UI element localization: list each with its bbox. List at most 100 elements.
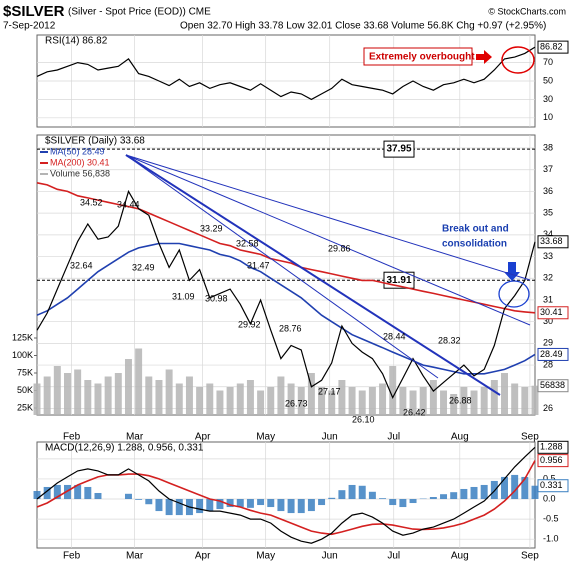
- series-line: [36, 446, 536, 544]
- x-tick-label: Feb: [63, 551, 81, 562]
- value-tag: 30.41: [540, 307, 563, 317]
- bar: [318, 387, 326, 415]
- bar: [135, 348, 143, 415]
- price-label: 34.52: [80, 197, 103, 207]
- series-line: [36, 182, 536, 314]
- bar: [490, 480, 498, 500]
- annotation: Break out and: [442, 224, 509, 235]
- bar: [94, 383, 102, 415]
- panel-title: $SILVER (Daily) 33.68: [45, 136, 145, 147]
- bar: [470, 390, 478, 415]
- y-tick-label: 34: [543, 229, 553, 239]
- bar: [53, 366, 61, 415]
- bar: [399, 499, 407, 508]
- x-tick-label: May: [256, 551, 275, 562]
- price-label: 32.49: [132, 262, 155, 272]
- x-tick-label: Jul: [387, 551, 400, 562]
- y-tick-label: -1.0: [543, 534, 559, 544]
- date: 7-Sep-2012: [3, 21, 56, 32]
- y-tick-label: 31: [543, 294, 553, 304]
- panel-title: RSI(14) 86.82: [45, 36, 108, 47]
- price-label: 32.58: [236, 238, 259, 248]
- level-box: [383, 140, 415, 158]
- x-tick-label: Mar: [126, 551, 144, 562]
- bar: [440, 494, 448, 500]
- bar: [460, 387, 468, 415]
- value-tag: 33.68: [540, 236, 563, 246]
- bar: [429, 497, 437, 500]
- bar: [307, 499, 315, 512]
- bar: [124, 359, 132, 415]
- y-tick-label: 32: [543, 273, 553, 283]
- bar: [287, 383, 295, 415]
- price-label: 32.64: [70, 260, 93, 270]
- bar: [216, 499, 224, 510]
- value-tag: 56838: [540, 380, 565, 390]
- value-tag-box: [537, 235, 569, 249]
- x-tick-label: Sep: [521, 432, 539, 443]
- level-label: 31.91: [386, 275, 411, 286]
- price-label: 26.88: [449, 395, 472, 405]
- y-tick-label: 38: [543, 142, 553, 152]
- x-tick-label: Sep: [521, 551, 539, 562]
- price-label: 33.29: [200, 223, 223, 233]
- bar: [216, 390, 224, 415]
- y2-tick-label: 25K: [17, 402, 33, 412]
- y-tick-label: 0.5: [543, 473, 556, 483]
- bar: [124, 493, 132, 500]
- price-label: 34.44: [117, 199, 140, 209]
- bar: [155, 499, 163, 512]
- x-tick-label: Jun: [322, 551, 338, 562]
- bar: [460, 488, 468, 500]
- bar: [104, 376, 112, 415]
- x-tick-label: May: [256, 432, 275, 443]
- bar: [450, 394, 458, 415]
- x-tick-label: Apr: [195, 432, 211, 443]
- y-tick-label: 50: [543, 75, 553, 85]
- bar: [74, 369, 82, 415]
- bar: [521, 476, 529, 500]
- panel-frame: [36, 441, 536, 549]
- bar: [409, 499, 417, 504]
- x-tick-label: Jun: [322, 432, 338, 443]
- price-label: 31.47: [247, 260, 270, 270]
- value-tag-box: [537, 440, 569, 454]
- price-label: 29.92: [238, 319, 261, 329]
- bar: [511, 474, 519, 500]
- bar: [206, 383, 214, 415]
- bar: [165, 499, 173, 516]
- value-tag-box: [537, 479, 569, 493]
- bar: [450, 492, 458, 500]
- series-line: [36, 189, 536, 400]
- level-label: 37.95: [386, 144, 411, 155]
- bar: [531, 485, 539, 500]
- price-label: 26.10: [352, 414, 375, 424]
- bar: [135, 499, 143, 500]
- trend-line: [125, 154, 531, 281]
- arrow: [504, 262, 520, 281]
- y-tick-label: 30: [543, 94, 553, 104]
- bar: [328, 497, 336, 500]
- bar: [43, 376, 51, 415]
- value-tag: 86.82: [540, 42, 563, 52]
- highlight-circle: [498, 280, 530, 308]
- bar: [64, 484, 71, 500]
- bar: [84, 380, 92, 415]
- y-tick-label: 10: [543, 112, 553, 122]
- bar: [277, 499, 285, 512]
- bar: [226, 387, 234, 415]
- bar: [358, 485, 366, 500]
- y-tick-label: 0.0: [543, 493, 556, 503]
- x-tick-label: Jul: [387, 432, 400, 443]
- credit: © StockCharts.com: [488, 6, 566, 16]
- x-tick-label: Feb: [63, 432, 81, 443]
- y-tick-label: 28: [543, 359, 553, 369]
- bar: [277, 376, 285, 415]
- y2-tick-label: 125K: [12, 332, 33, 342]
- y-tick-label: 30: [543, 316, 553, 326]
- bar: [267, 387, 275, 415]
- bar: [358, 390, 366, 415]
- bar: [521, 387, 529, 415]
- bar: [175, 383, 183, 415]
